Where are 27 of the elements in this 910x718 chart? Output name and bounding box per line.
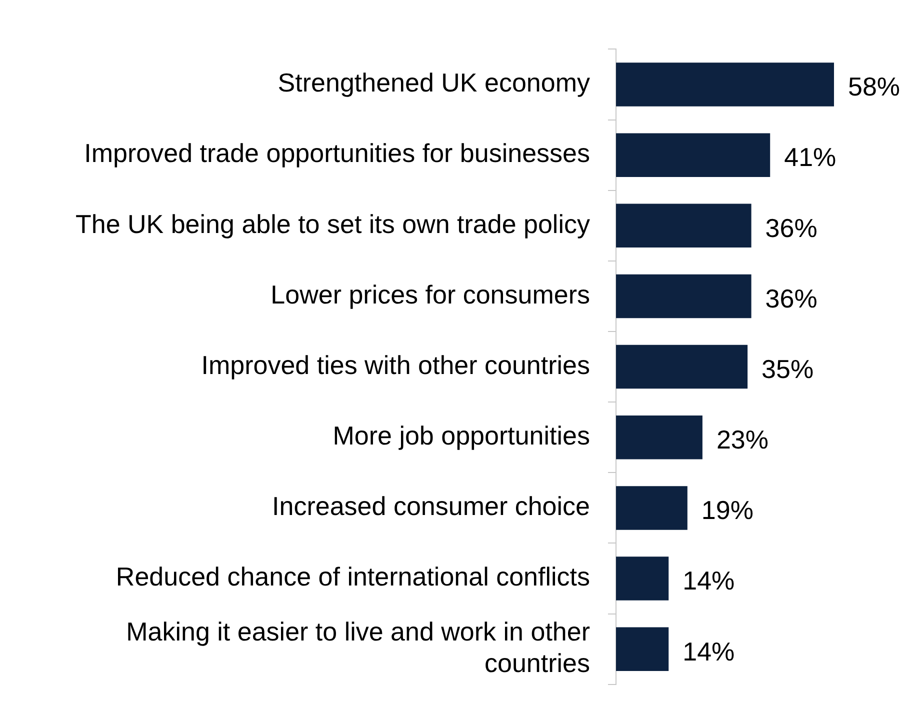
data-label: 14% [682,566,735,596]
data-label: 41% [784,142,836,172]
y-tick-label: Increased consumer choice [272,491,590,522]
data-label: 23% [716,424,768,455]
y-tick-label: Improved trade opportunities for businesses [84,138,590,168]
y-tick-label: Making it easier to live and work in other countries [126,616,590,678]
y-tick-label: Improved ties with other countries [201,350,590,380]
y-tick-label: Lower prices for consumers [270,279,590,310]
data-label: 36% [765,212,818,243]
bar [616,62,834,106]
data-label: 35% [762,354,814,384]
bar [616,556,669,600]
data-label: 14% [682,636,735,666]
bar [616,627,669,671]
data-label: 36% [765,283,818,314]
bar [616,416,702,460]
data-label: 19% [701,495,754,526]
y-tick-label: The UK being able to set its own trade policy [75,208,590,239]
y-tick-label: More job opportunities [332,420,590,451]
bar [616,344,748,389]
y-tick-label: Reduced chance of international conflicts [116,562,590,592]
bar [616,486,688,530]
data-label: 58% [848,72,900,102]
y-tick-label: Strengthened UK economy [278,68,590,98]
bar [616,133,770,177]
bar [616,274,752,318]
bar [616,204,752,248]
